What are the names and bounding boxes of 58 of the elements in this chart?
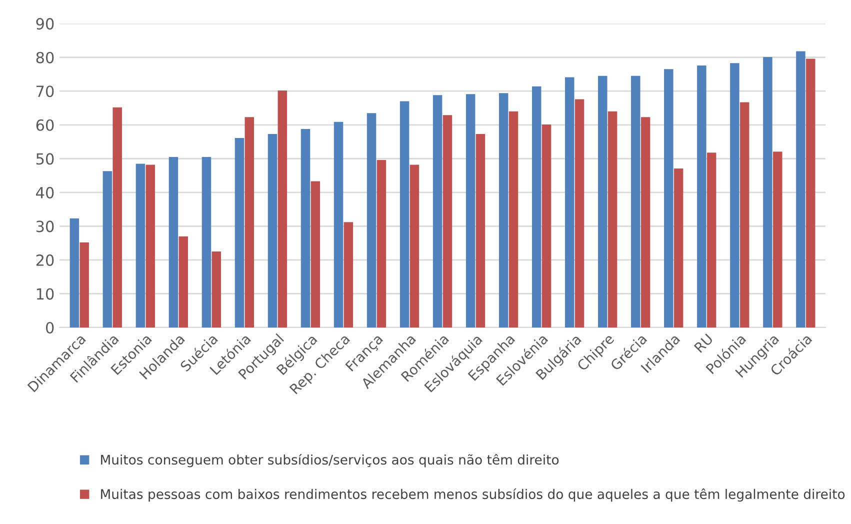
bar: [574, 99, 584, 328]
bar: [234, 138, 244, 328]
bar: [598, 76, 608, 328]
bar: [178, 236, 188, 328]
bar: [664, 69, 674, 328]
bar: [70, 218, 80, 328]
bar: [498, 93, 508, 328]
bar: [532, 86, 542, 328]
y-tick-label: 30: [36, 220, 54, 232]
bar: [310, 181, 320, 328]
y-tick-label: 20: [36, 254, 54, 266]
bar: [400, 101, 410, 328]
bar: [740, 102, 750, 328]
bar: [565, 77, 574, 328]
bar: [146, 164, 155, 328]
bar: [136, 164, 146, 328]
bar: [334, 122, 344, 328]
bar: [102, 171, 112, 328]
y-tick-label: 50: [36, 153, 54, 165]
bar: [772, 152, 782, 328]
bar: [112, 107, 122, 328]
y-tick-label: 60: [36, 119, 54, 131]
bar: [508, 111, 518, 328]
bar: [730, 63, 740, 328]
bar: [344, 222, 354, 328]
bar: [640, 117, 650, 328]
bar: [763, 57, 772, 328]
bar: [80, 242, 89, 328]
y-tick-label: 80: [36, 52, 54, 64]
bar: [706, 152, 716, 328]
bar: [268, 134, 278, 328]
bar: [244, 117, 254, 328]
y-tick-label: 90: [36, 18, 54, 30]
y-tick-label: 70: [36, 86, 54, 98]
bar: [410, 164, 420, 328]
legend-label: Muitas pessoas com baixos rendimentos recebem menos subsídios do que aqueles a que têm legalmente direito: [101, 488, 845, 502]
bar: [212, 252, 222, 328]
bar: [278, 90, 288, 328]
legend-label: Muitos conseguem obter subsídios/serviços aos quais não têm direito: [101, 454, 559, 468]
bar: [697, 65, 706, 328]
bar: [168, 156, 178, 328]
bar: [806, 58, 816, 328]
y-tick-label: 10: [36, 288, 54, 300]
bar: [300, 128, 310, 328]
bar: [376, 160, 386, 328]
bar: [432, 95, 442, 328]
bar: [466, 94, 476, 328]
y-tick-label: 40: [36, 186, 54, 198]
bar: [202, 156, 212, 328]
bar: [542, 124, 552, 328]
bar: [608, 111, 618, 328]
bar: [476, 134, 486, 328]
bar: [366, 113, 376, 328]
bar: [796, 51, 806, 328]
bar: [442, 115, 452, 328]
y-tick-label: 0: [46, 322, 54, 334]
bar: [631, 76, 640, 328]
bar: [674, 168, 684, 328]
